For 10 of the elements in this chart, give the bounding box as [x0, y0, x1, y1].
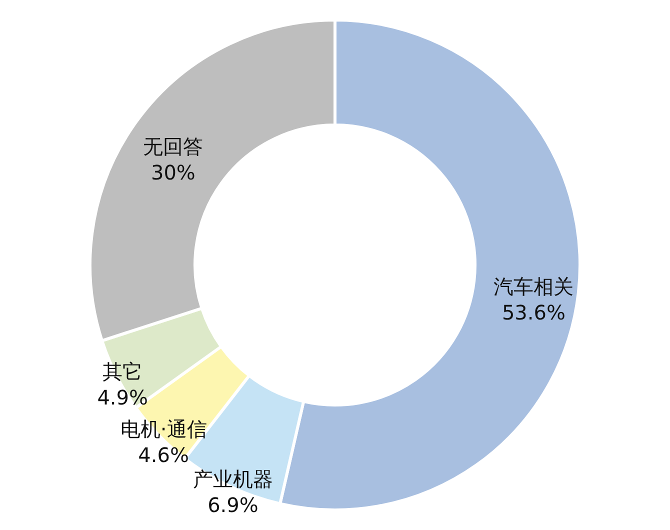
slice-label: 产业机器: [192, 467, 273, 492]
slice-label: 电机·通信: [120, 417, 207, 442]
data-label: 30%: [150, 160, 196, 184]
slice-label: 无回答: [143, 134, 204, 158]
slice-label: 其它: [102, 359, 143, 384]
data-label: 4.9%: [97, 385, 148, 410]
slice-label: 汽车相关: [494, 274, 574, 299]
data-label: 53.6%: [502, 300, 566, 325]
data-label: 6.9%: [208, 493, 258, 518]
data-label: 4.6%: [138, 443, 189, 468]
